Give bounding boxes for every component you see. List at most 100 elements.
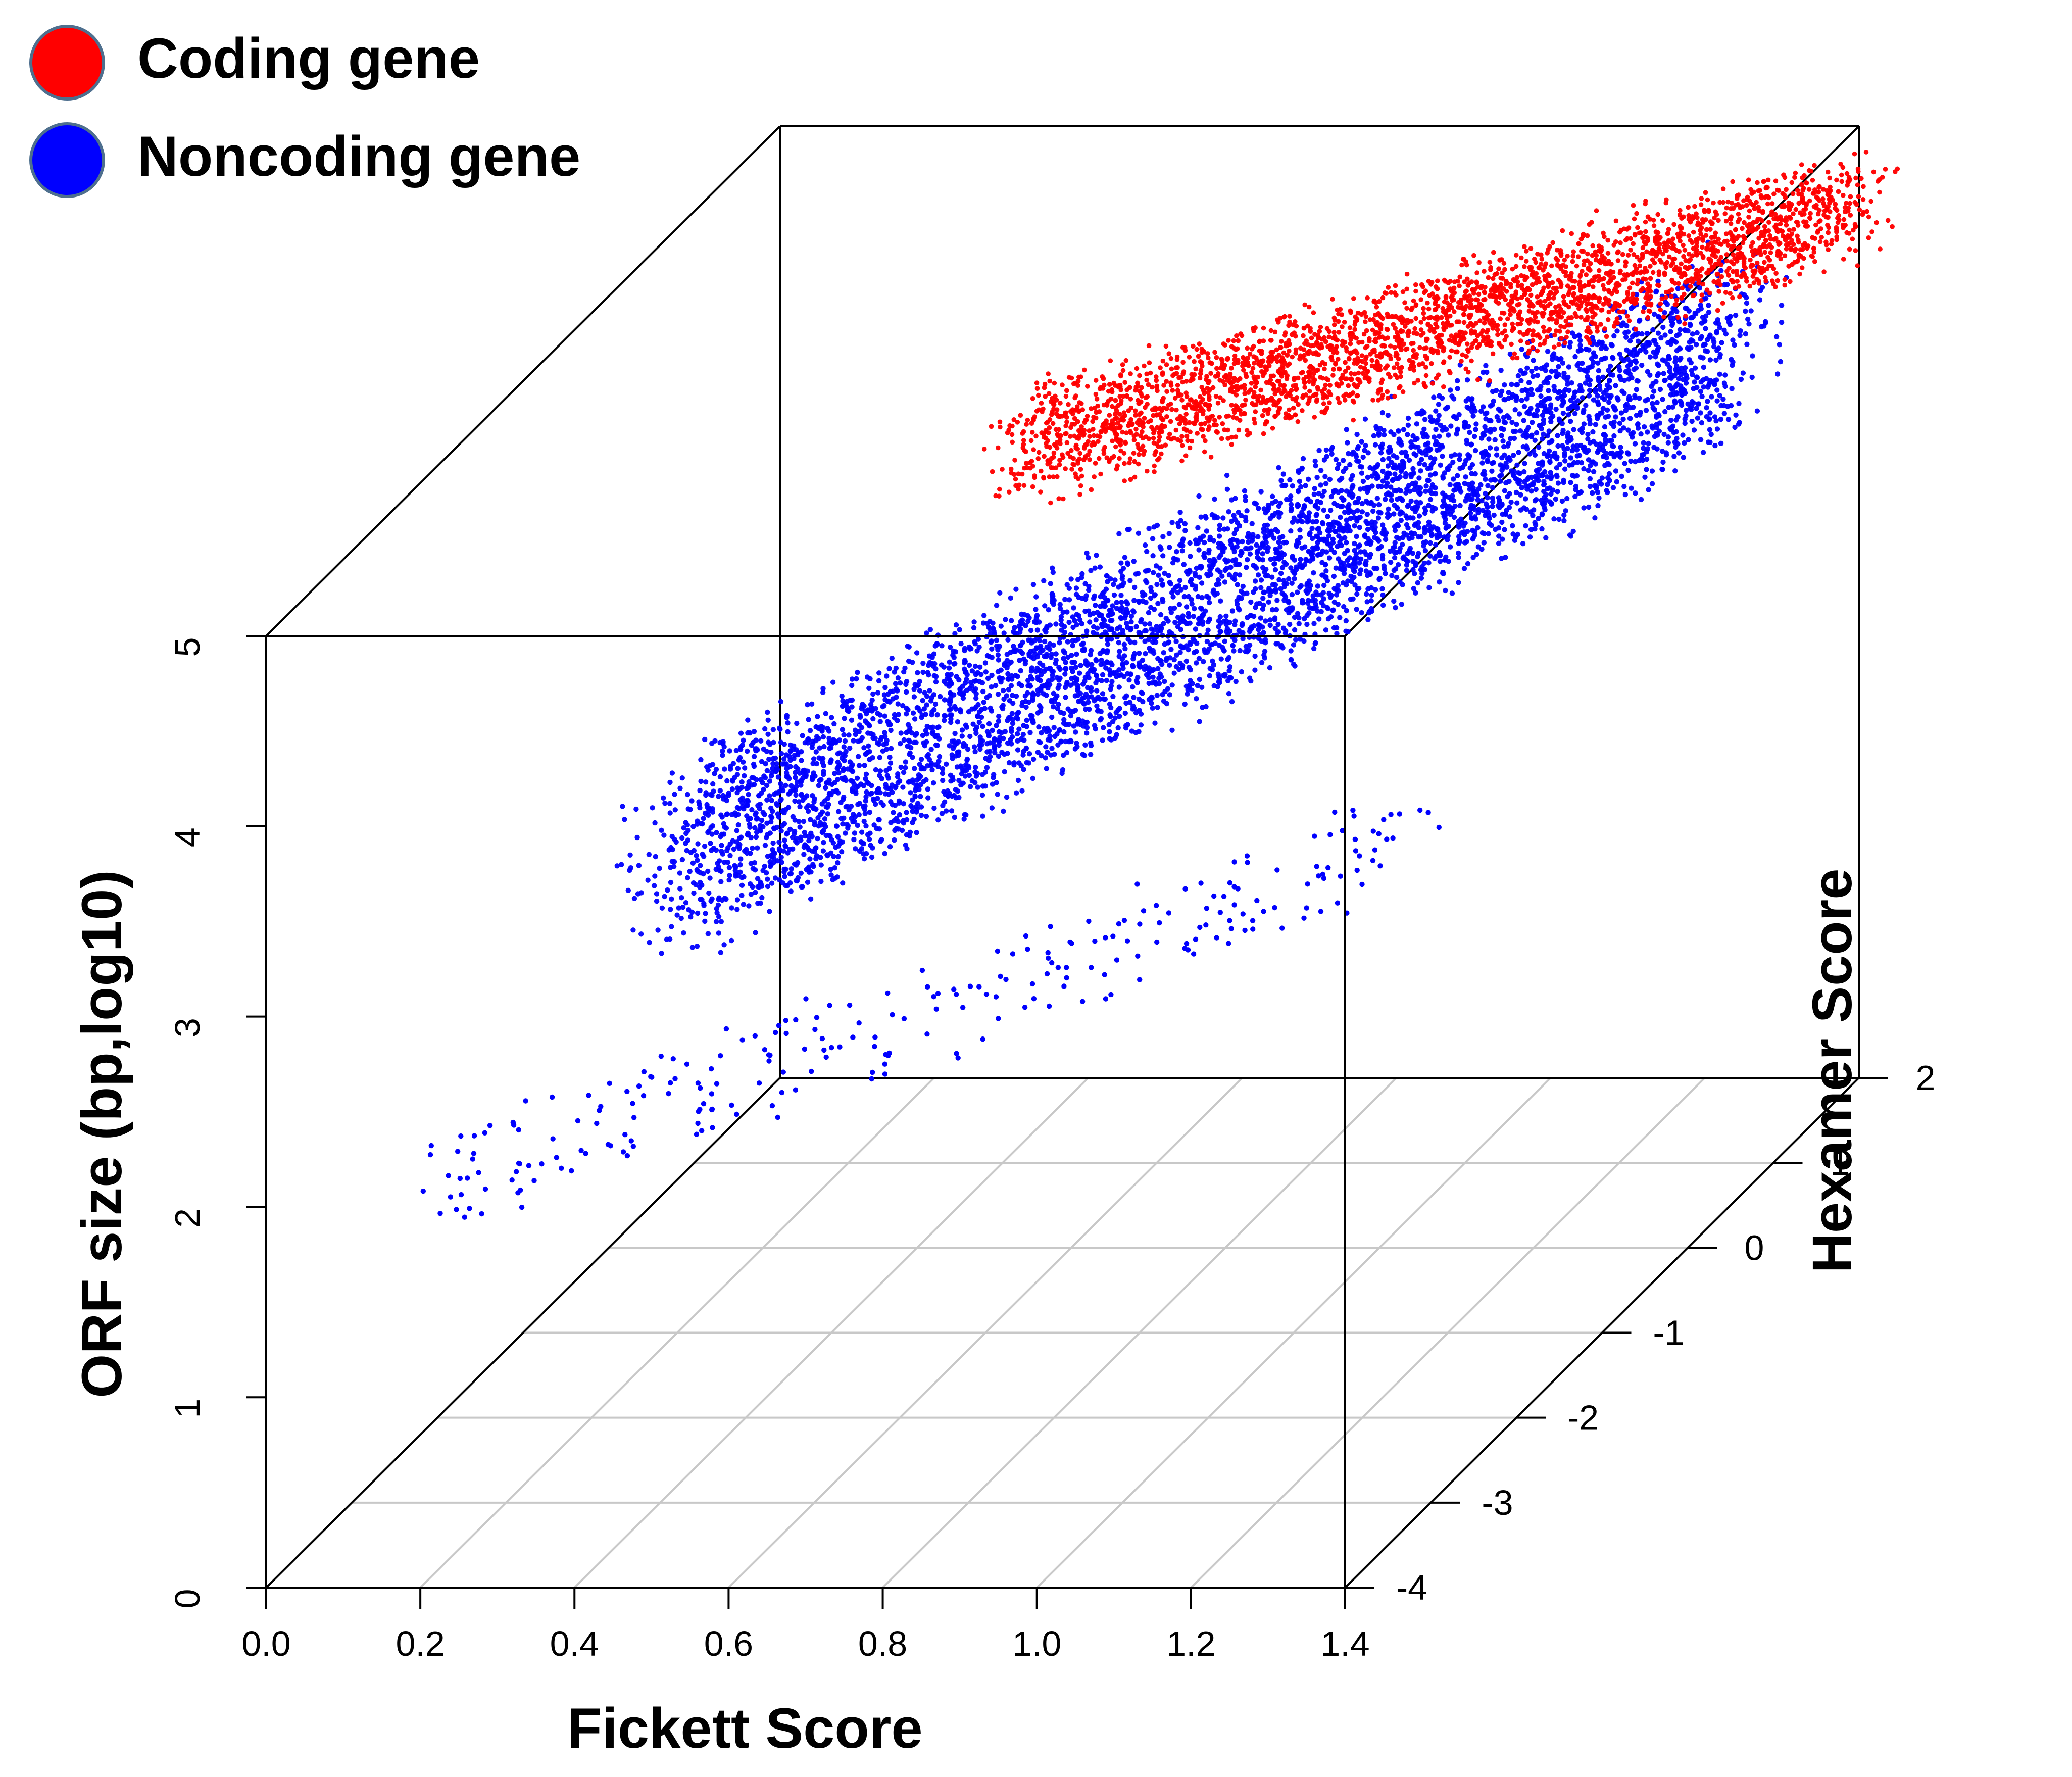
noncoding-gene-point (1448, 387, 1453, 392)
noncoding-gene-point (808, 897, 813, 902)
noncoding-gene-point (1344, 618, 1349, 623)
noncoding-gene-point (1556, 364, 1561, 369)
noncoding-gene-point (1229, 699, 1235, 704)
noncoding-gene-point (1572, 400, 1577, 405)
noncoding-gene-point (1548, 402, 1553, 407)
noncoding-gene-point (1407, 549, 1412, 554)
noncoding-gene-point (1380, 442, 1385, 447)
noncoding-gene-point (846, 732, 851, 737)
noncoding-gene-point (1252, 668, 1257, 673)
noncoding-gene-point (1599, 481, 1604, 486)
noncoding-gene-point (831, 854, 836, 859)
noncoding-gene-point (754, 777, 759, 782)
noncoding-gene-point (1678, 327, 1683, 332)
noncoding-gene-point (1562, 467, 1567, 472)
noncoding-gene-point (701, 903, 706, 908)
noncoding-gene-point (1339, 488, 1344, 493)
noncoding-gene-point (1534, 430, 1539, 435)
noncoding-gene-point (1506, 415, 1511, 420)
noncoding-gene-point (1358, 464, 1363, 469)
noncoding-gene-point (1361, 479, 1366, 484)
noncoding-gene-point (1307, 605, 1312, 610)
noncoding-gene-point (1519, 398, 1524, 403)
noncoding-gene-point (925, 786, 930, 792)
noncoding-gene-point (1388, 484, 1393, 489)
noncoding-gene-point (1203, 515, 1208, 520)
noncoding-gene-point (757, 883, 762, 888)
noncoding-gene-point (1041, 691, 1046, 696)
noncoding-gene-point (1423, 489, 1428, 494)
noncoding-gene-point (1234, 679, 1239, 684)
noncoding-gene-point (1214, 582, 1219, 587)
noncoding-gene-point (1666, 355, 1671, 360)
noncoding-gene-point (1632, 358, 1637, 363)
noncoding-gene-point (739, 893, 744, 898)
noncoding-gene-point (1426, 503, 1431, 508)
noncoding-gene-point (1130, 656, 1136, 661)
noncoding-gene-point (1519, 347, 1524, 352)
noncoding-gene-point (1083, 597, 1088, 602)
noncoding-gene-point (840, 880, 845, 885)
noncoding-gene-point (776, 774, 781, 779)
noncoding-gene-point (1050, 600, 1055, 605)
noncoding-gene-point (727, 873, 732, 878)
noncoding-gene-point (1278, 501, 1283, 506)
noncoding-gene-point (1170, 682, 1175, 687)
noncoding-gene-point (1473, 448, 1478, 453)
noncoding-gene-point (1117, 624, 1122, 629)
noncoding-gene-point (1376, 433, 1382, 438)
noncoding-gene-point (1066, 722, 1071, 727)
noncoding-gene-point (1190, 582, 1195, 587)
noncoding-gene-point (1534, 366, 1539, 371)
noncoding-gene-point (780, 809, 785, 814)
noncoding-gene-point (1666, 440, 1671, 446)
noncoding-gene-point (1196, 547, 1201, 552)
noncoding-gene-point (1374, 476, 1379, 481)
noncoding-gene-point (1479, 498, 1484, 503)
noncoding-gene-point (1155, 666, 1160, 671)
noncoding-gene-point (1560, 361, 1565, 366)
noncoding-gene-point (1676, 332, 1682, 337)
noncoding-gene-point (771, 727, 776, 732)
noncoding-gene-point (1687, 357, 1692, 362)
noncoding-gene-point (1104, 586, 1109, 591)
noncoding-gene-point (1062, 624, 1067, 629)
noncoding-gene-point (1019, 763, 1024, 768)
noncoding-gene-point (941, 789, 946, 794)
noncoding-gene-point (952, 815, 957, 820)
noncoding-gene-point (667, 801, 672, 806)
noncoding-gene-point (1405, 432, 1410, 437)
noncoding-gene-point (698, 779, 703, 784)
noncoding-gene-point (1483, 477, 1488, 482)
noncoding-gene-point (980, 814, 985, 819)
noncoding-gene-point (667, 780, 672, 785)
noncoding-gene-point (787, 827, 793, 832)
noncoding-gene-point (1294, 542, 1299, 547)
noncoding-gene-point (1240, 621, 1245, 626)
noncoding-gene-point (1623, 492, 1628, 497)
noncoding-gene-point (1429, 508, 1435, 513)
noncoding-gene-point (727, 748, 732, 753)
noncoding-gene-point (1258, 489, 1263, 494)
noncoding-gene-point (1448, 423, 1453, 428)
noncoding-gene-point (1267, 665, 1272, 670)
noncoding-gene-point (1720, 397, 1725, 402)
noncoding-gene-point (782, 874, 787, 879)
noncoding-gene-point (1368, 501, 1373, 506)
noncoding-gene-point (1456, 580, 1461, 585)
noncoding-gene-point (1195, 525, 1200, 530)
noncoding-gene-point (744, 847, 749, 852)
noncoding-gene-point (990, 805, 995, 810)
noncoding-gene-point (878, 719, 883, 724)
noncoding-gene-point (1595, 361, 1600, 366)
noncoding-gene-point (1162, 571, 1167, 576)
noncoding-gene-point (1433, 409, 1438, 414)
noncoding-gene-point (1380, 556, 1385, 561)
noncoding-gene-point (1152, 721, 1157, 726)
noncoding-gene-point (1239, 549, 1244, 554)
noncoding-gene-point (1181, 562, 1187, 567)
noncoding-gene-point (1604, 388, 1609, 393)
noncoding-gene-point (752, 782, 757, 787)
noncoding-gene-point (1499, 433, 1504, 438)
